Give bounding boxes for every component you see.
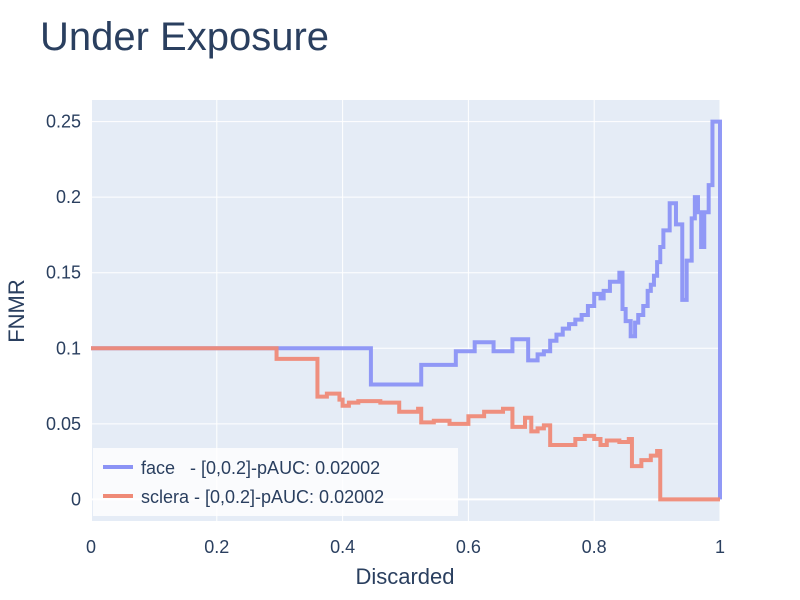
y-tick-label: 0.1 (56, 338, 81, 358)
series-layer (91, 119, 722, 502)
x-axis-ticks: 0 0.2 0.4 0.6 0.8 1 (86, 537, 725, 557)
legend-label-sclera: sclera - [0,0.2]-pAUC: 0.02002 (141, 487, 384, 507)
legend-label-face: face - [0,0.2]-pAUC: 0.02002 (141, 458, 380, 478)
y-tick-label: 0 (71, 489, 81, 509)
y-tick-label: 0.05 (46, 414, 81, 434)
legend-background (93, 448, 458, 516)
chart-title: Under Exposure (40, 15, 329, 59)
y-tick-label: 0.15 (46, 263, 81, 283)
y-axis-ticks: 0 0.05 0.1 0.15 0.2 0.25 (46, 112, 81, 510)
legend-item-face[interactable]: face - [0,0.2]-pAUC: 0.02002 (103, 458, 380, 478)
x-axis-title: Discarded (355, 564, 454, 589)
y-tick-label: 0.2 (56, 187, 81, 207)
x-tick-label: 0 (86, 537, 96, 557)
y-tick-label: 0.25 (46, 112, 81, 132)
legend[interactable]: face - [0,0.2]-pAUC: 0.02002 sclera - [0… (93, 448, 458, 516)
series-line-face (91, 119, 722, 500)
y-axis-title: FNMR (4, 279, 29, 343)
x-tick-label: 0.4 (330, 537, 355, 557)
x-tick-label: 0.8 (582, 537, 607, 557)
series-line-sclera (91, 346, 720, 502)
legend-item-sclera[interactable]: sclera - [0,0.2]-pAUC: 0.02002 (103, 487, 384, 507)
x-tick-label: 0.6 (456, 537, 481, 557)
x-tick-label: 1 (715, 537, 725, 557)
x-tick-label: 0.2 (204, 537, 229, 557)
